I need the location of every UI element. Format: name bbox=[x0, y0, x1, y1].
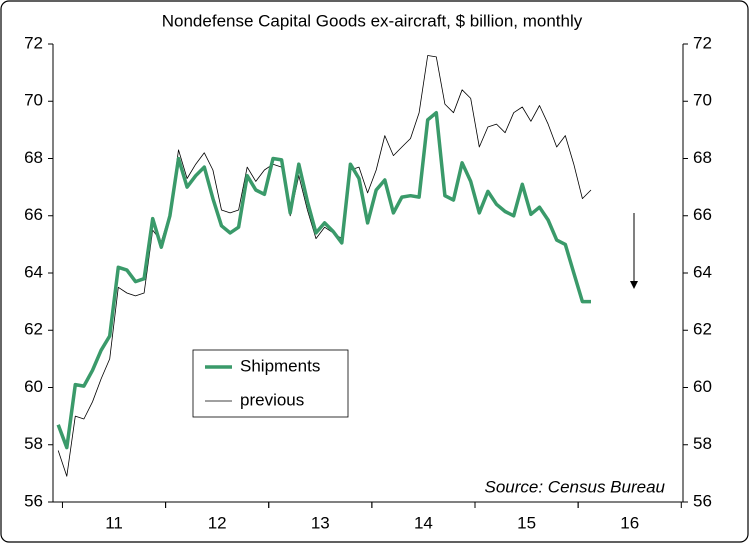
y2-tick-label: 70 bbox=[693, 91, 712, 110]
source: Source: Census Bureau bbox=[485, 477, 666, 496]
series-line bbox=[56, 110, 591, 450]
x-tick-label: 16 bbox=[620, 513, 639, 532]
y2-tick-label: 68 bbox=[693, 148, 712, 167]
y-tick-label: 56 bbox=[24, 491, 43, 510]
y2-tick-label: 56 bbox=[693, 491, 712, 510]
y-tick-label: 64 bbox=[24, 262, 43, 281]
x-tick-label: 12 bbox=[208, 513, 227, 532]
y2-tick-label: 62 bbox=[693, 320, 712, 339]
x-tick-label: 13 bbox=[311, 513, 330, 532]
y2-tick-label: 66 bbox=[693, 205, 712, 224]
legend bbox=[192, 349, 349, 418]
y-tick-label: 66 bbox=[24, 205, 43, 224]
x-tick-label: 15 bbox=[517, 513, 536, 532]
legend-label: Shipments bbox=[240, 356, 320, 375]
y-tick-label: 58 bbox=[24, 434, 43, 453]
x-tick-label: 11 bbox=[105, 513, 123, 532]
y-tick-label: 72 bbox=[24, 33, 43, 52]
legend-label: previous bbox=[240, 390, 304, 409]
y2-tick-label: 64 bbox=[693, 262, 712, 281]
y-tick-label: 70 bbox=[24, 91, 43, 110]
series-line bbox=[57, 55, 592, 477]
y2-tick-label: 58 bbox=[693, 434, 712, 453]
x-tick-label: 14 bbox=[414, 513, 433, 532]
y2-tick-label: 72 bbox=[693, 33, 712, 52]
y-tick-label: 68 bbox=[24, 148, 43, 167]
chart-title: Nondefense Capital Goods ex-aircraft, $ … bbox=[162, 11, 583, 30]
arrow-head bbox=[630, 281, 638, 289]
y-tick-label: 62 bbox=[24, 320, 43, 339]
y-tick-label: 60 bbox=[24, 377, 43, 396]
y2-tick-label: 60 bbox=[693, 377, 712, 396]
